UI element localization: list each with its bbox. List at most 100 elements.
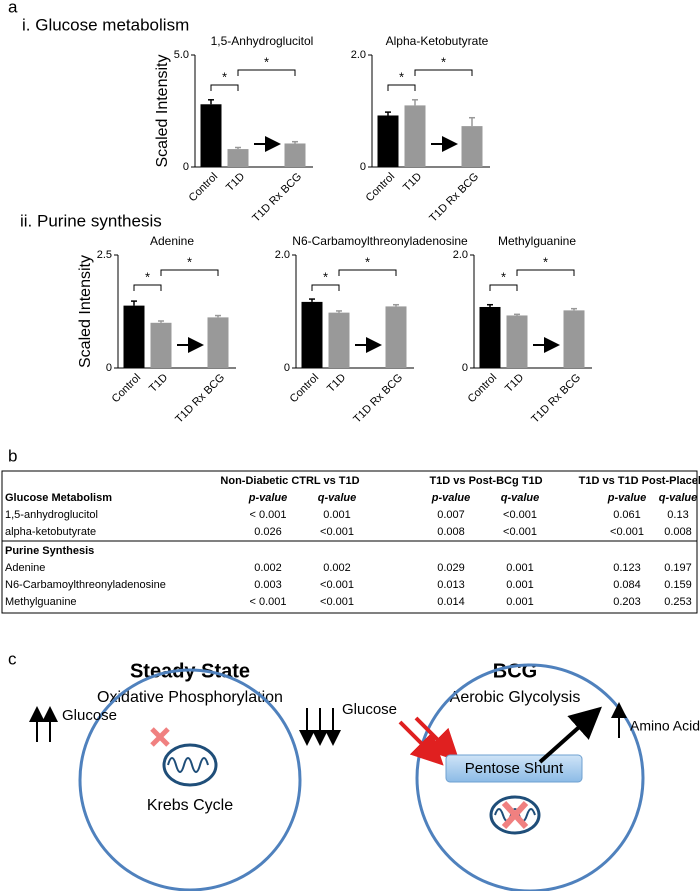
bar <box>301 301 323 368</box>
section-title: ii. Purine synthesis <box>20 211 162 230</box>
table-cell: 0.002 <box>323 562 351 574</box>
bar <box>479 306 501 368</box>
table-cell: 0.001 <box>506 579 534 591</box>
column-subheader: p-value <box>248 492 288 504</box>
error-bar <box>208 99 214 105</box>
significance-label: * <box>222 69 227 84</box>
y-tick-label: 5.0 <box>174 49 189 61</box>
x-tick-label: Control <box>187 171 221 205</box>
table-cell: <0.001 <box>503 526 537 538</box>
bar <box>506 315 528 368</box>
significance-bracket <box>210 84 239 91</box>
table-cell: 0.061 <box>613 509 641 521</box>
panel-label: c <box>8 649 17 668</box>
mitochondrion <box>162 743 218 787</box>
error-bar <box>487 303 493 307</box>
x-tick-label: Control <box>110 372 144 406</box>
significance-label: * <box>543 254 548 269</box>
panel-label: b <box>8 446 17 465</box>
chart-title: Alpha-Ketobutyrate <box>386 34 489 48</box>
table-cell: 0.203 <box>613 596 641 608</box>
column-subheader: p-value <box>607 492 647 504</box>
bar <box>284 143 306 167</box>
y-tick-label: 2.0 <box>275 249 290 261</box>
significance-label: * <box>187 254 192 269</box>
significance-label: * <box>145 269 150 284</box>
table-cell: 0.001 <box>506 562 534 574</box>
diagram-subtitle: Oxidative Phosphorylation <box>97 689 283 706</box>
table-cell: < 0.001 <box>249 596 286 608</box>
y-tick-label: 0 <box>284 362 290 374</box>
bar <box>328 312 350 368</box>
significance-bracket <box>133 284 162 291</box>
x-tick-label: T1D Rx BCG <box>173 372 227 426</box>
table-cell: 0.197 <box>664 562 692 574</box>
x-tick-label: T1D Rx BCG <box>529 372 583 426</box>
block-mark <box>501 800 529 830</box>
significance-bracket <box>414 69 473 76</box>
table-border <box>1 470 698 614</box>
x-tick-label: Control <box>364 171 398 205</box>
column-group-header: T1D vs T1D Post-Placebo <box>579 475 700 487</box>
error-bar <box>309 298 315 302</box>
significance-bracket <box>387 84 416 91</box>
table-cell: 0.084 <box>613 579 641 591</box>
x-tick-label: T1D Rx BCG <box>351 372 405 426</box>
error-bar <box>571 307 577 311</box>
error-bar <box>336 310 342 313</box>
table-cell: 0.029 <box>437 562 465 574</box>
y-tick-label: 0 <box>360 161 366 173</box>
cell <box>415 663 645 891</box>
row-label: 1,5-anhydroglucitol <box>5 509 98 521</box>
table-cell: 0.123 <box>613 562 641 574</box>
significance-bracket <box>311 284 340 291</box>
table-cell: 0.013 <box>437 579 465 591</box>
diagram: Steady State Oxidative Phosphorylation B… <box>29 660 700 891</box>
column-subheader: q-value <box>318 492 357 504</box>
error-bar <box>158 320 164 323</box>
section-header: Glucose Metabolism <box>5 492 112 504</box>
table-cell: <0.001 <box>320 579 354 591</box>
significance-bracket <box>160 269 219 276</box>
diagram-subtitle: Aerobic Glycolysis <box>450 689 581 706</box>
bar <box>377 115 399 167</box>
bar <box>385 306 407 368</box>
row-label: alpha-ketobutyrate <box>5 526 96 538</box>
bar <box>404 105 426 167</box>
section-header: Purine Synthesis <box>5 545 94 557</box>
error-bar <box>393 303 399 307</box>
significance-label: * <box>501 269 506 284</box>
error-bar <box>412 99 418 106</box>
column-subheader: q-value <box>501 492 540 504</box>
table-cell: 0.001 <box>323 509 351 521</box>
table-cell: <0.001 <box>320 596 354 608</box>
table-cell: 0.014 <box>437 596 465 608</box>
bar <box>461 126 483 167</box>
y-tick-label: 0 <box>462 362 468 374</box>
panel-label: a <box>8 0 18 16</box>
chart-title: Methylguanine <box>498 234 576 248</box>
error-bar <box>514 313 520 316</box>
y-tick-label: 2.5 <box>97 249 112 261</box>
table-cell: 0.008 <box>437 526 465 538</box>
glucose-label: Glucose <box>62 707 117 724</box>
error-bar <box>131 300 137 306</box>
bar <box>227 149 249 167</box>
box-label: Pentose Shunt <box>465 760 564 777</box>
bar <box>150 322 172 368</box>
significance-bracket <box>237 69 296 76</box>
significance-bracket <box>338 269 397 276</box>
row-label: Methylguanine <box>5 596 77 608</box>
table-cell: 0.002 <box>254 562 282 574</box>
cell <box>78 668 302 891</box>
bar <box>207 317 229 368</box>
y-tick-label: 2.0 <box>453 249 468 261</box>
table-cell: 0.007 <box>437 509 465 521</box>
table-cell: <0.001 <box>503 509 537 521</box>
x-tick-label: T1D <box>224 171 247 194</box>
x-tick-label: Control <box>466 372 500 406</box>
bar <box>563 310 585 368</box>
significance-label: * <box>441 54 446 69</box>
